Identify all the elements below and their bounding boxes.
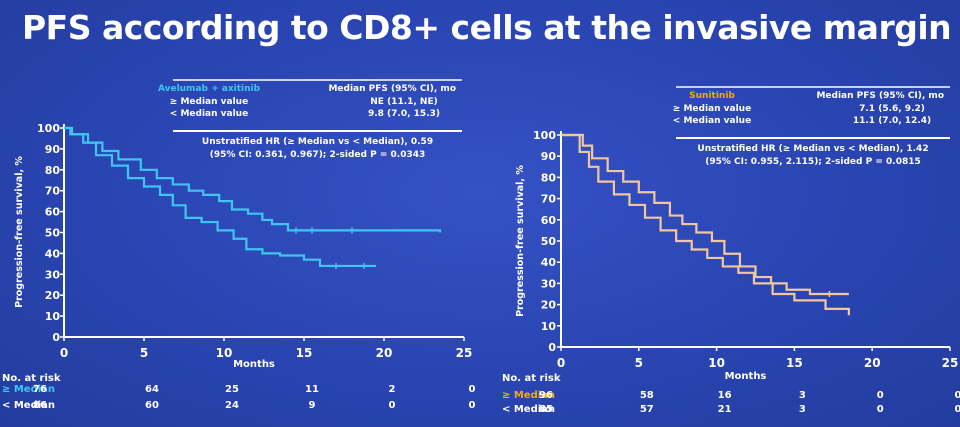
risk-value: 0 [955,404,960,415]
y-tick-label: 30 [541,277,557,290]
table-col-header: Median PFS (95% CI), mo [328,84,456,94]
x-tick-label: 20 [864,356,881,370]
median-table: Avelumab + axitinib Median PFS (95% CI), … [158,79,462,160]
table-row-value: NE (11.1, NE) [370,97,437,107]
x-tick-label: 25 [942,356,959,370]
x-tick-label: 15 [296,346,313,360]
risk-value: 16 [718,390,732,401]
table-row-value: 11.1 (7.0, 12.4) [853,116,931,126]
risk-value: 0 [469,400,476,411]
risk-table-title: No. at risk [2,373,61,384]
risk-row-label: ≥ Median [502,390,555,401]
x-tick-label: 10 [708,356,725,370]
risk-table-title: No. at risk [502,373,561,384]
risk-value: 86 [33,400,47,411]
table-row-label: ≥ Median value [673,104,751,114]
x-tick-label: 5 [140,346,148,360]
y-tick-label: 10 [541,320,557,333]
y-tick-label: 20 [541,299,557,312]
y-tick-label: 40 [541,256,557,269]
y-axis-label: Progression-free survival, % [515,165,526,317]
table-arm-label: Avelumab + axitinib [158,84,261,94]
y-tick-label: 70 [45,185,61,198]
risk-value: 3 [799,404,806,415]
risk-row-label: ≥ Median [2,384,55,395]
risk-value: 24 [225,400,239,411]
y-tick-label: 20 [45,289,61,302]
hazard-ratio-ci-line: (95% CI: 0.955, 2.115); 2-sided P = 0.08… [705,157,921,167]
hazard-ratio-line: Unstratified HR (≥ Median vs < Median), … [697,144,928,154]
table-row-label: < Median value [673,116,751,126]
risk-value: 76 [33,384,47,395]
km-curve-below-median [64,126,376,268]
table-row-value: 7.1 (5.6, 9.2) [859,104,925,114]
y-tick-label: 50 [45,227,61,240]
y-tick-label: 80 [541,171,557,184]
risk-value: 96 [539,390,553,401]
km-curve-above-median [561,133,850,316]
x-tick-label: 15 [786,356,803,370]
x-axis-label: Months [233,359,275,370]
risk-value: 2 [389,384,396,395]
risk-value: 25 [225,384,239,395]
table-row-label: < Median value [170,109,248,119]
y-tick-label: 0 [548,341,556,354]
risk-value: 0 [389,400,396,411]
km-curve-below-median [561,133,849,296]
y-tick-label: 90 [541,150,557,163]
risk-value: 64 [145,384,159,395]
y-axis-label: Progression-free survival, % [14,156,25,308]
table-col-header: Median PFS (95% CI), mo [816,91,944,101]
x-tick-label: 20 [376,346,393,360]
risk-value: 0 [877,404,884,415]
risk-value: 58 [640,390,654,401]
x-axis-label: Months [725,371,767,382]
risk-value: 0 [877,390,884,401]
x-tick-label: 10 [216,346,233,360]
y-tick-label: 50 [541,235,557,248]
hazard-ratio-line: Unstratified HR (≥ Median vs < Median), … [202,137,433,147]
y-tick-label: 60 [541,214,557,227]
y-tick-label: 90 [45,143,61,156]
y-tick-label: 60 [45,206,61,219]
x-tick-label: 5 [635,356,643,370]
risk-value: 57 [640,404,654,415]
risk-row-label: < Median [502,404,555,415]
median-table: Sunitinib Median PFS (95% CI), mo ≥ Median… [673,86,950,167]
risk-value: 3 [799,390,806,401]
y-tick-label: 100 [37,122,60,135]
hazard-ratio-ci-line: (95% CI: 0.361, 0.967); 2-sided P = 0.03… [210,150,426,160]
risk-value: 60 [145,400,159,411]
table-arm-label: Sunitinib [689,91,735,101]
table-row-value: 9.8 (7.0, 15.3) [368,109,440,119]
risk-value: 0 [469,384,476,395]
km-curve-above-median [64,126,442,233]
slide-title: PFS according to CD8+ cells at the invas… [22,8,960,47]
risk-value: 11 [305,384,319,395]
y-tick-label: 10 [45,310,61,323]
risk-value: 9 [309,400,316,411]
y-tick-label: 100 [533,129,556,142]
risk-value: 21 [718,404,732,415]
table-row-label: ≥ Median value [170,97,248,107]
y-tick-label: 40 [45,247,61,260]
x-tick-label: 0 [60,346,68,360]
risk-value: 85 [539,404,553,415]
risk-row-label: < Median [2,400,55,411]
risk-value: 0 [955,390,960,401]
y-tick-label: 30 [45,268,61,281]
y-tick-label: 0 [52,331,60,344]
y-tick-label: 70 [541,193,557,206]
y-tick-label: 80 [45,164,61,177]
x-tick-label: 25 [456,346,473,360]
x-tick-label: 0 [557,356,565,370]
